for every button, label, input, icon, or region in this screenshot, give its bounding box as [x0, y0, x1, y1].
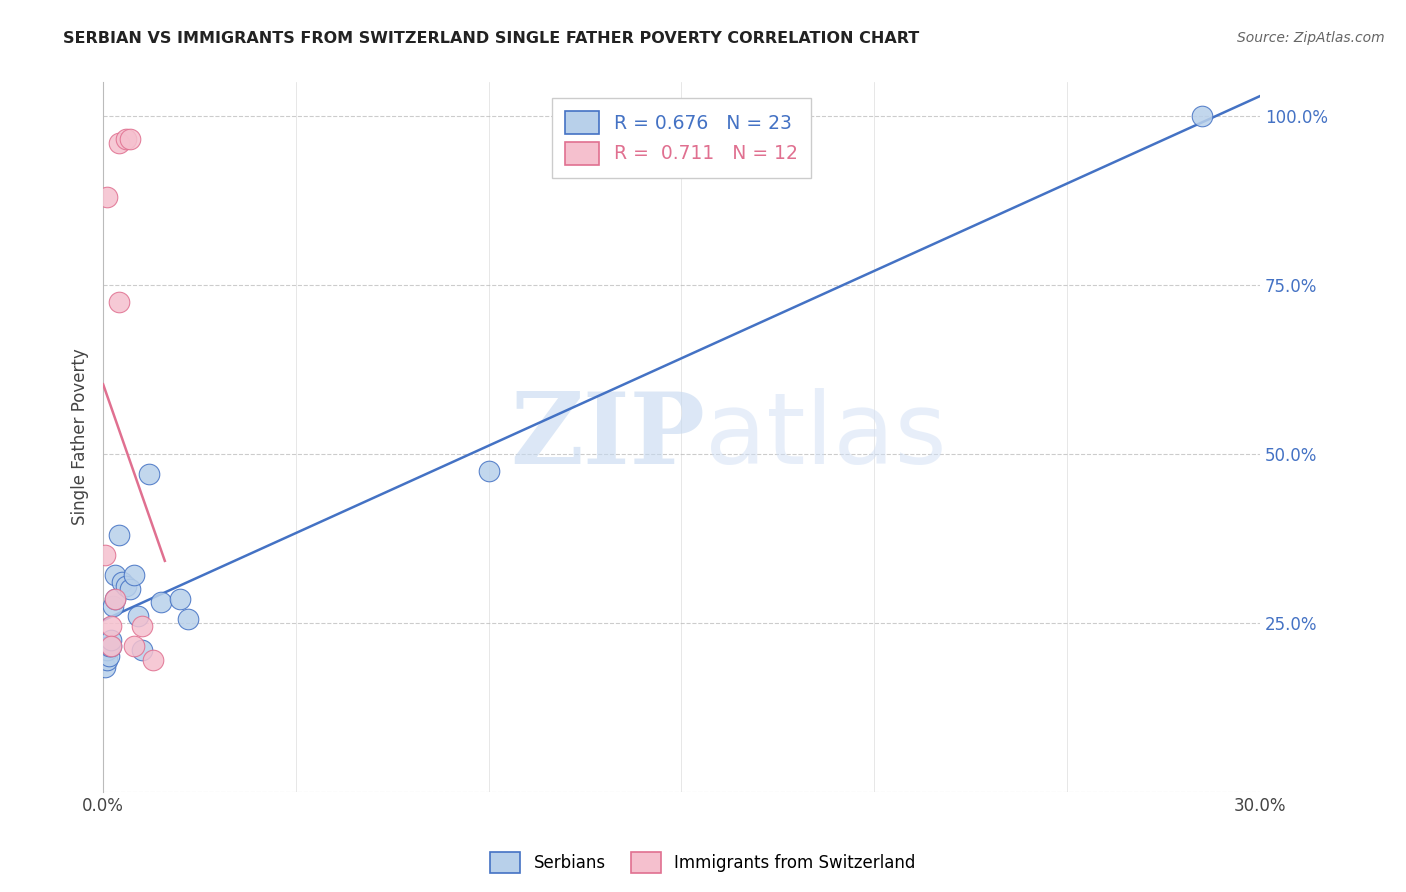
Point [107, 136, 129, 150]
Point [120, 582, 142, 596]
Point [96, 642, 118, 657]
Text: atlas: atlas [704, 388, 946, 485]
Point [100, 619, 122, 633]
Legend: Serbians, Immigrants from Switzerland: Serbians, Immigrants from Switzerland [484, 846, 922, 880]
Point [169, 592, 191, 607]
Point [104, 592, 127, 607]
Point [100, 632, 122, 647]
Point [111, 575, 134, 590]
Point [142, 653, 165, 667]
Point [115, 132, 138, 146]
Point [122, 640, 145, 654]
Point [104, 592, 127, 607]
Point [149, 595, 172, 609]
Point [94, 548, 117, 562]
Text: ZIP: ZIP [510, 388, 704, 485]
Point [177, 612, 200, 626]
Point [478, 464, 501, 478]
Point [96, 190, 118, 204]
Point [115, 578, 138, 592]
Text: SERBIAN VS IMMIGRANTS FROM SWITZERLAND SINGLE FATHER POVERTY CORRELATION CHART: SERBIAN VS IMMIGRANTS FROM SWITZERLAND S… [63, 31, 920, 46]
Point [138, 467, 160, 481]
Point [97, 640, 120, 654]
Point [101, 599, 124, 613]
Point [107, 528, 129, 542]
Point [107, 294, 129, 309]
Point [100, 640, 122, 654]
Point [97, 649, 120, 664]
Text: Source: ZipAtlas.com: Source: ZipAtlas.com [1237, 31, 1385, 45]
Point [1191, 109, 1213, 123]
Point [100, 640, 122, 654]
Y-axis label: Single Father Poverty: Single Father Poverty [72, 349, 89, 525]
Legend: R = 0.676   N = 23, R =  0.711   N = 12: R = 0.676 N = 23, R = 0.711 N = 12 [553, 98, 811, 178]
Point [127, 609, 149, 624]
Point [131, 642, 153, 657]
Point [104, 568, 127, 582]
Point [120, 132, 142, 146]
Point [96, 653, 118, 667]
Point [94, 659, 117, 673]
Point [131, 619, 153, 633]
Point [122, 568, 145, 582]
